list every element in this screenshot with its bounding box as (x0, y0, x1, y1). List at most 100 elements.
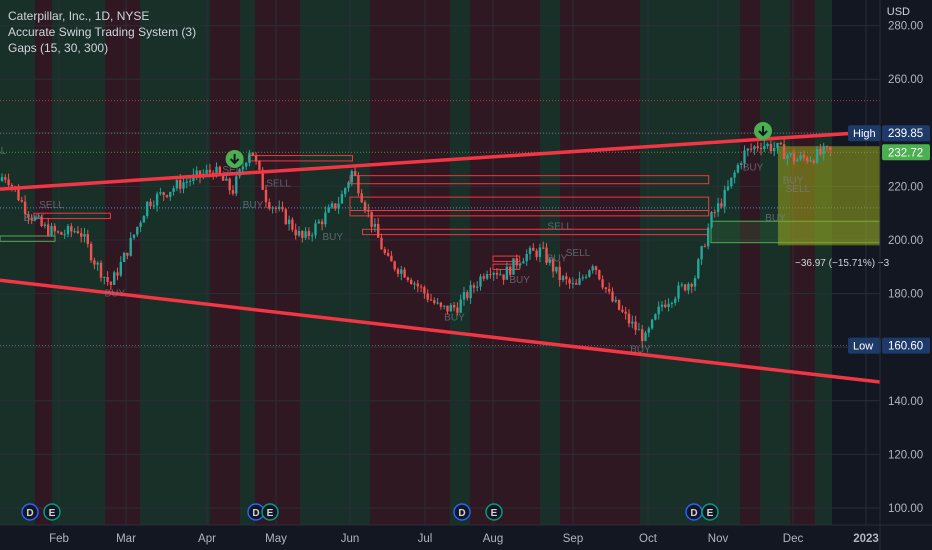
candle-body (337, 203, 340, 209)
candle-body (472, 285, 476, 288)
candle-body (152, 205, 155, 207)
candle-body (558, 266, 561, 281)
candle-body (548, 259, 551, 263)
gap-box (349, 210, 710, 217)
signal-label: SELL (266, 178, 291, 189)
candle-body (383, 249, 386, 254)
candle-body (175, 180, 179, 189)
candle-body (608, 288, 611, 292)
event-marker-letter: E (491, 508, 498, 519)
event-marker-letter: D (690, 508, 697, 519)
gap-box-green (0, 235, 56, 242)
regime-band (760, 0, 790, 525)
candle-body (439, 302, 443, 307)
candle-body (344, 188, 347, 195)
candle-body (284, 209, 287, 225)
candle-body (317, 221, 320, 224)
indicator-gaps[interactable]: Gaps (15, 30, 300) (8, 41, 109, 55)
candle-body (103, 276, 106, 278)
candle-body (281, 206, 284, 210)
candle-body (330, 203, 334, 208)
candle-body (759, 148, 763, 150)
candle-body (225, 178, 228, 181)
regime-band (470, 0, 540, 525)
candle-body (406, 277, 410, 281)
earnings-marker-icon: E (485, 503, 503, 521)
candle-body (350, 171, 353, 183)
currency-label[interactable]: USD (886, 6, 910, 18)
candle-body (76, 231, 80, 234)
candle-body (565, 276, 568, 280)
candle-body (221, 174, 225, 181)
candle-body (518, 263, 522, 266)
candle-body (773, 148, 776, 152)
candle-body (146, 201, 149, 217)
candle-body (413, 283, 416, 285)
candle-body (314, 223, 317, 236)
candle-body (320, 221, 324, 225)
candle-body (756, 146, 759, 149)
candle-body (377, 223, 380, 238)
candle-body (664, 304, 667, 308)
chart-legend: Caterpillar, Inc., 1D, NYSE Accurate Swi… (8, 8, 196, 56)
candle-body (228, 178, 231, 191)
candle-body (113, 272, 116, 285)
candle-body (743, 150, 746, 164)
candle-body (726, 186, 730, 191)
candle-body (23, 201, 27, 215)
candle-body (535, 250, 538, 257)
candle-body (509, 266, 512, 275)
candle-body (657, 306, 660, 315)
grid-lines (0, 0, 880, 525)
candle-body (551, 259, 555, 272)
x-tick-label: Sep (563, 533, 583, 545)
candle-body (723, 190, 726, 207)
indicator-swing-system[interactable]: Accurate Swing Trading System (3) (8, 25, 197, 39)
y-tick-label: 100.00 (888, 503, 923, 515)
candle-body (792, 153, 796, 162)
candle-body (96, 262, 99, 265)
candle-body (188, 180, 192, 182)
candle-body (528, 247, 532, 254)
candle-body (693, 278, 697, 287)
candle-body (258, 160, 261, 170)
candle-body (254, 155, 258, 161)
sell-arrow-icon (754, 122, 772, 140)
candle-body (449, 304, 452, 312)
x-tick-label: Jul (418, 533, 433, 545)
candle-body (479, 276, 482, 287)
candle-body (271, 207, 274, 209)
candle-body (736, 165, 740, 173)
earnings-marker-icon: E (701, 503, 719, 521)
candle-body (129, 237, 132, 256)
price-tag-label: High (853, 128, 876, 140)
price-tag: High 239.85 (848, 125, 930, 142)
candle-body (73, 231, 76, 233)
candle-body (80, 233, 83, 237)
candle-body (70, 226, 73, 232)
candle-body (575, 283, 578, 285)
candle-body (591, 266, 594, 271)
regime-band (790, 0, 815, 525)
dividend-marker-icon: D (21, 503, 39, 521)
candle-body (132, 234, 136, 238)
y-tick-label: 200.00 (888, 235, 923, 247)
candle-body (301, 230, 304, 238)
signal-label: BUY (743, 162, 764, 173)
price-tag-value-bg (882, 125, 930, 142)
candle-body (274, 207, 278, 209)
candle-body (324, 212, 327, 225)
candle-body (720, 203, 723, 207)
candle-body (99, 262, 103, 278)
candle-body (489, 274, 492, 276)
regime-band (140, 0, 210, 525)
regime-band (35, 0, 52, 525)
candle-body (469, 285, 472, 299)
candle-body (27, 214, 30, 218)
candle-body (829, 146, 832, 150)
symbol-title[interactable]: Caterpillar, Inc., 1D, NYSE (8, 9, 150, 23)
candle-body (614, 299, 617, 302)
event-marker-circle (43, 503, 61, 521)
